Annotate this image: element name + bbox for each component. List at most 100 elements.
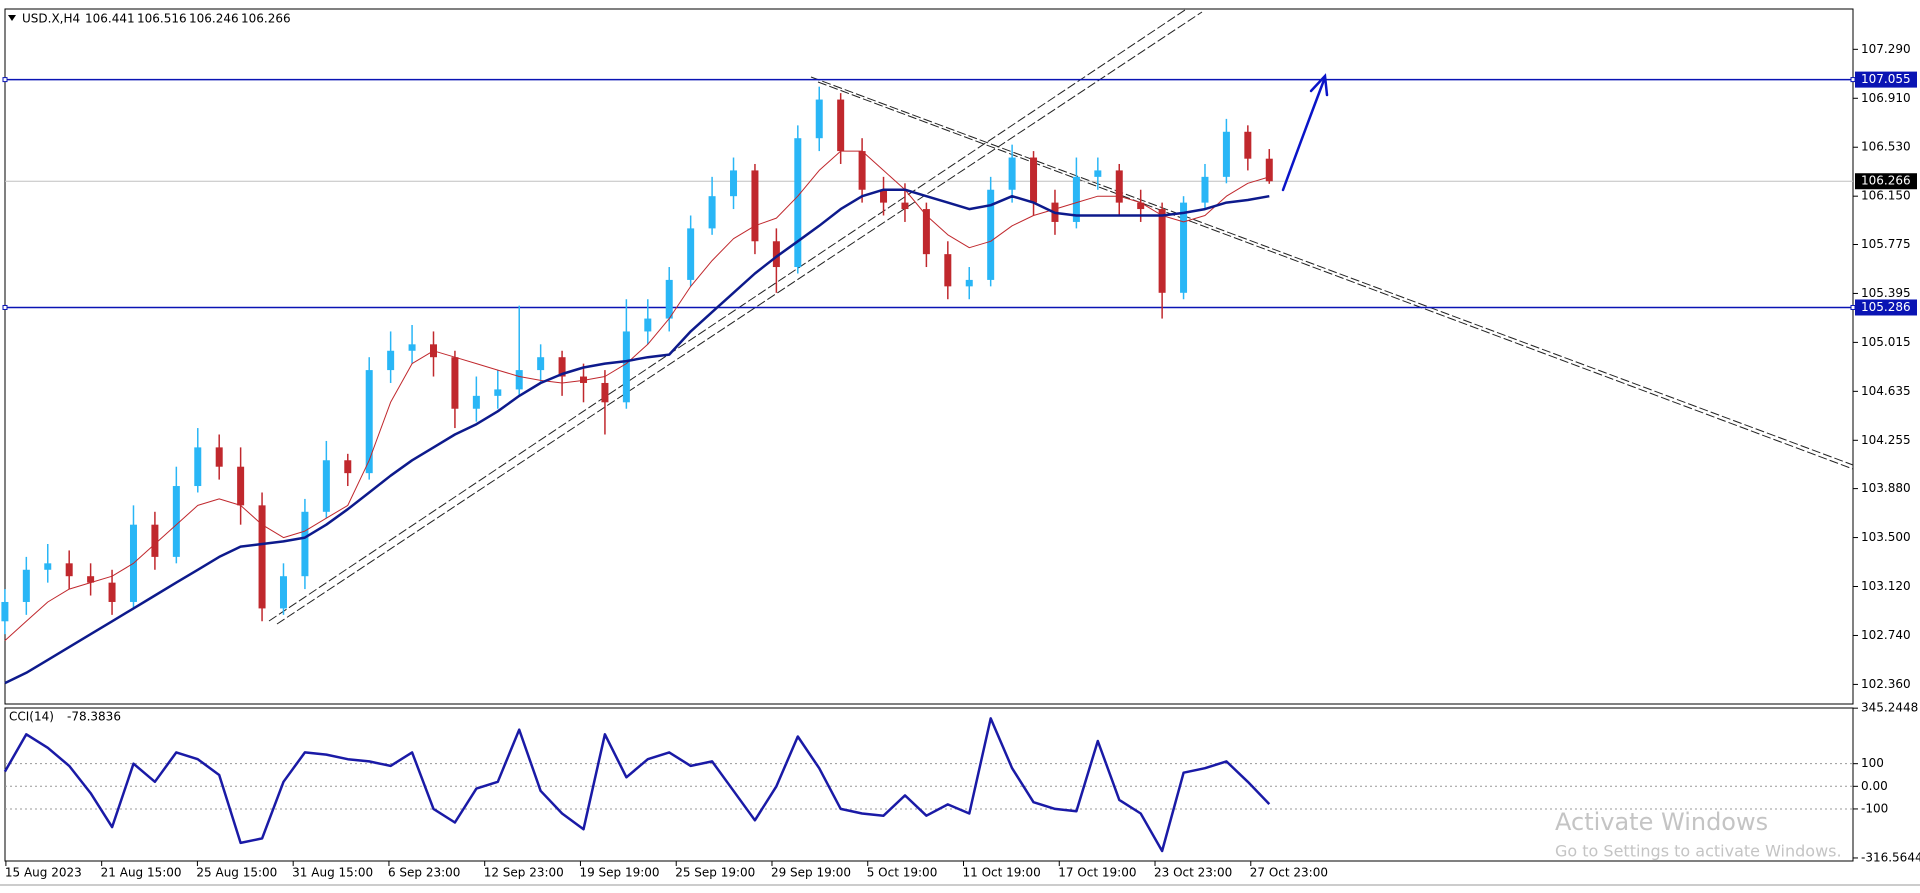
y-tick-label: 104.255 [1861,433,1911,447]
y-tick-label: 107.290 [1861,42,1911,56]
x-tick-label: 11 Oct 19:00 [963,866,1041,880]
candle-body [451,357,459,409]
cci-tick-label: 345.2448 [1861,701,1918,715]
x-tick-label: 23 Oct 23:00 [1154,866,1232,880]
level-handle [2,304,8,310]
candle-body [1244,131,1252,159]
ohlc-close: 106.266 [241,12,291,26]
trendline [817,81,1854,470]
trendline [276,11,1203,625]
candle-body [1072,176,1080,222]
candle-body [815,99,823,139]
y-tick-label: 105.395 [1861,286,1911,300]
candle-body [601,382,609,403]
candle-body [708,196,716,229]
candle-body [344,460,352,474]
y-tick-label: 105.775 [1861,237,1911,251]
candle-body [151,524,159,557]
candle-body [301,511,309,577]
candle-body [665,279,673,319]
trendline [268,9,1186,622]
candle-body [258,505,266,609]
current-price-label: 106.266 [1861,174,1911,188]
candle-body [580,376,588,383]
candle-body [1265,158,1273,182]
candle-body [1115,170,1123,203]
candle-body [1,601,9,622]
marks: 107.290 106.910 106.530 106.150 105.775 105.3… [1,42,1920,880]
x-tick-label: 17 Oct 19:00 [1058,866,1136,880]
level-label-bg [1855,299,1917,316]
candle-body [687,228,695,280]
watermark-title: Activate Windows [1555,808,1768,836]
candle-body [279,576,287,609]
candle-body [44,563,52,570]
candle-body [730,170,738,197]
ohlc-high: 106.516 [137,12,187,26]
level-label: 107.055 [1861,72,1911,86]
ohlc-open: 106.441 [85,12,135,26]
cci-tick-label: -100 [1861,801,1888,815]
candle-body [108,582,116,602]
candle-body [880,189,888,203]
x-tick-label: 19 Sep 19:00 [579,866,659,880]
y-tick-label: 106.910 [1861,91,1911,105]
candle-body [537,357,545,371]
x-tick-label: 25 Sep 19:00 [675,866,755,880]
cci-tick-label: 0.00 [1861,779,1888,793]
level-label: 105.286 [1861,300,1911,314]
trendlines [268,9,1854,625]
moving-average [4,150,1270,641]
candle-body [1201,176,1209,203]
candle-body [987,189,995,280]
candle-body [194,447,202,487]
candle-body [751,170,759,242]
arrow-shaft [1281,78,1326,192]
candle-body [322,460,330,512]
level-handle [1850,304,1856,310]
candle-body [408,344,416,351]
watermark-subtitle: Go to Settings to activate Windows. [1555,842,1842,861]
y-tick-label: 106.150 [1861,189,1911,203]
y-tick-label: 102.740 [1861,628,1911,642]
y-tick-label: 104.635 [1861,384,1911,398]
ohlc-low: 106.246 [189,12,239,26]
arrow [1281,73,1329,192]
menu-triangle [8,15,16,21]
candle-body [965,279,973,287]
cci-label: CCI(14) [9,710,54,724]
candle-body [1137,202,1145,210]
candle-body [365,370,373,474]
cci-tick-label: -316.5644 [1861,850,1920,864]
candle-body [772,241,780,268]
y-tick-label: 103.880 [1861,481,1911,495]
candle-body [901,202,909,210]
cci-value: -78.3836 [67,710,121,724]
y-tick-label: 102.360 [1861,677,1911,691]
y-tick-label: 103.120 [1861,579,1911,593]
candle-body [22,569,30,602]
cci-tick-label: 100 [1861,756,1884,770]
candle-body [1180,202,1188,293]
candle-body [1030,157,1038,203]
x-tick-label: 27 Oct 23:00 [1250,866,1328,880]
candle-body [794,138,802,268]
y-tick-label: 105.015 [1861,335,1911,349]
y-tick-label: 103.500 [1861,530,1911,544]
candle-body [172,486,180,557]
x-tick-label: 6 Sep 23:00 [388,866,460,880]
candle-body [387,350,395,371]
moving-average [4,188,1270,685]
arrow-head [1309,73,1329,97]
candle-body [922,209,930,255]
cci-line [3,717,1271,853]
level-label-bg [1855,71,1917,88]
current-price-bg [1855,173,1917,190]
x-tick-label: 5 Oct 19:00 [867,866,938,880]
candle-body [237,466,245,506]
candle-body [858,151,866,190]
candle-body [1008,157,1016,190]
candle-body [622,331,630,403]
